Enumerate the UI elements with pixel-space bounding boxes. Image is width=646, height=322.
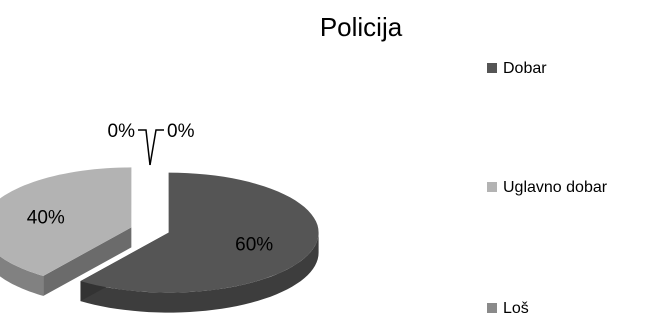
legend-swatch-uglavno-dobar [487, 182, 497, 192]
legend-swatch-lo [487, 303, 497, 313]
legend: Dobar Uglavno dobar Loš [487, 60, 608, 317]
slice-side-dobar [80, 232, 319, 313]
legend-swatch-dobar [487, 63, 497, 73]
legend-item-uglavno-dobar: Uglavno dobar [487, 179, 608, 196]
pie-slice-dobar [80, 172, 319, 313]
data-labels-layer: 60% 40% 0% 0% [27, 121, 274, 256]
data-label-zero-extra: 0% [167, 121, 195, 142]
legend-label-dobar: Dobar [503, 60, 547, 77]
data-label-uglavno-dobar: 40% [27, 207, 65, 228]
slices-layer [0, 167, 319, 313]
slice-cut-uglavno-dobar-0 [43, 227, 132, 296]
legend-label-lo: Loš [503, 300, 529, 317]
leader-line-left [138, 129, 151, 166]
leader-line-right [149, 129, 164, 166]
slice-side-uglavno-dobar [0, 256, 44, 296]
slice-top-dobar [80, 172, 319, 293]
legend-item-dobar: Dobar [487, 60, 547, 77]
data-label-dobar: 60% [235, 235, 273, 256]
legend-label-uglavno-dobar: Uglavno dobar [503, 179, 608, 196]
chart-title: Policija [320, 12, 403, 42]
data-label-lo: 0% [108, 121, 136, 142]
slice-top-uglavno-dobar [0, 167, 132, 276]
legend-item-lo: Loš [487, 300, 529, 317]
pie-slice-uglavno-dobar [0, 167, 132, 296]
